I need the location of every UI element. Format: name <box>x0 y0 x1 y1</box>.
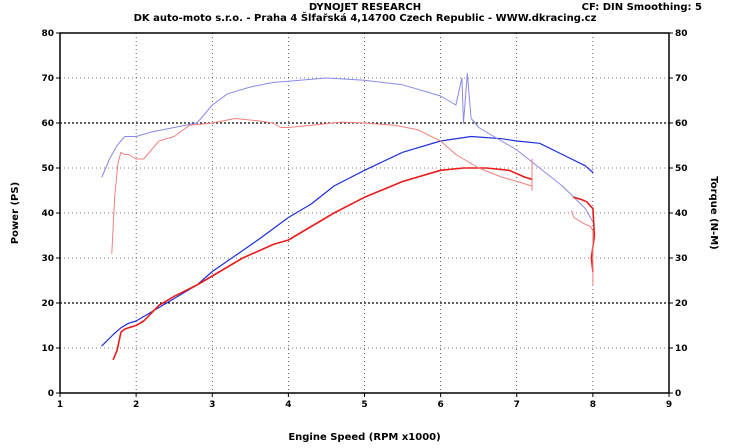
y-tick-label-left: 60 <box>41 119 54 129</box>
x-tick-label: 5 <box>361 400 367 410</box>
y-tick-label-right: 40 <box>675 209 688 219</box>
series-line-1 <box>101 135 594 347</box>
series-line-6 <box>571 210 594 286</box>
x-tick-label: 9 <box>666 400 672 410</box>
x-tick-label: 8 <box>590 400 596 410</box>
series-line-3 <box>101 73 594 223</box>
y-axis-label-left: Power (PS) <box>10 182 21 244</box>
series-line-5 <box>572 196 596 273</box>
x-tick-label: 7 <box>514 400 520 410</box>
y-tick-label-left: 70 <box>41 74 54 84</box>
y-tick-label-right: 50 <box>675 164 688 174</box>
chart-subtitle: DK auto-moto s.r.o. - Praha 4 Šlfařská 4… <box>133 13 597 24</box>
y-tick-label-left: 30 <box>41 254 54 264</box>
x-tick-label: 3 <box>209 400 215 410</box>
x-axis-label: Engine Speed (RPM x1000) <box>288 432 440 443</box>
y-tick-label-left: 20 <box>41 299 54 309</box>
series-line-4 <box>111 118 533 254</box>
y-axis-label-right: Torque (N-M) <box>708 176 719 249</box>
x-tick-label: 1 <box>57 400 63 410</box>
y-tick-label-left: 40 <box>41 209 54 219</box>
y-tick-label-left: 0 <box>48 389 54 399</box>
y-tick-label-right: 20 <box>675 299 688 309</box>
series-line-2 <box>112 167 533 361</box>
y-tick-label-right: 80 <box>675 29 688 39</box>
x-tick-label: 4 <box>285 400 291 410</box>
dyno-settings: CF: DIN Smoothing: 5 <box>581 2 702 13</box>
y-tick-label-right: 30 <box>675 254 688 264</box>
y-tick-label-left: 50 <box>41 164 54 174</box>
y-tick-label-right: 60 <box>675 119 688 129</box>
y-tick-label-left: 10 <box>41 344 54 354</box>
y-tick-label-right: 10 <box>675 344 688 354</box>
chart-title: DYNOJET RESEARCH <box>308 2 422 13</box>
x-tick-label: 6 <box>437 400 443 410</box>
y-tick-label-right: 70 <box>675 74 688 84</box>
x-tick-label: 2 <box>133 400 139 410</box>
y-tick-label-right: 0 <box>675 389 681 399</box>
y-tick-label-left: 80 <box>41 29 54 39</box>
